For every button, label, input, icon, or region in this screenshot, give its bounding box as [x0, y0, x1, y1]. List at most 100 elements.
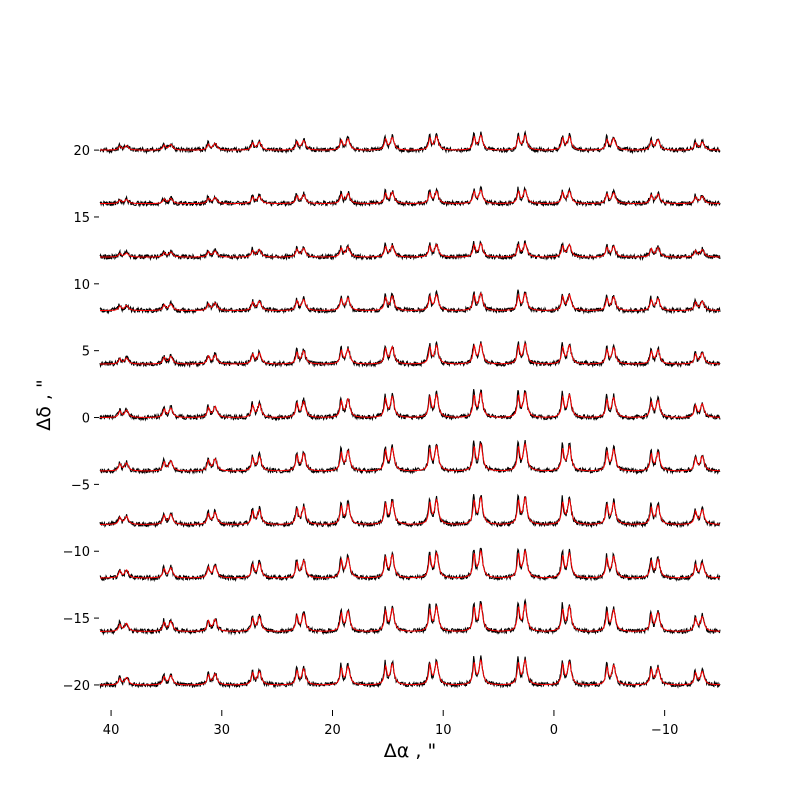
model-spectrum-r4-c13 — [675, 352, 721, 365]
model-spectrum-r7-c1 — [144, 513, 189, 525]
model-spectrum-r3-c9 — [498, 292, 543, 311]
observed-spectrum-r5-c11 — [586, 393, 632, 422]
model-spectrum-r10-c9 — [498, 658, 543, 686]
model-spectrum-r6-c3 — [232, 455, 278, 472]
observed-spectrum-r2-c13 — [675, 246, 721, 260]
model-spectrum-r8-c3 — [232, 562, 278, 579]
model-spectrum-r2-c5 — [321, 246, 366, 258]
model-spectrum-r2-c1 — [144, 251, 189, 258]
model-spectrum-r0-c10 — [542, 135, 588, 151]
model-spectrum-r7-c7 — [409, 498, 455, 525]
observed-spectrum-r10-c5 — [320, 662, 367, 687]
x-tick-label: 40 — [103, 723, 120, 738]
x-axis-label: Δα , " — [384, 740, 436, 762]
model-spectrum-r2-c7 — [409, 243, 455, 258]
model-spectrum-r10-c13 — [675, 670, 721, 686]
observed-spectrum-r4-c2 — [188, 352, 234, 369]
model-spectrum-r1-c8 — [454, 189, 499, 204]
model-spectrum-r1-c6 — [365, 191, 411, 204]
y-tick-label: 10 — [73, 278, 90, 293]
observed-spectrum-r9-c8 — [453, 601, 500, 635]
model-spectrum-r5-c8 — [454, 391, 499, 418]
observed-spectrum-r7-c6 — [365, 498, 411, 527]
model-spectrum-r3-c6 — [365, 295, 411, 311]
observed-spectrum-r4-c12 — [630, 345, 677, 368]
model-spectrum-r4-c1 — [144, 355, 189, 365]
model-spectrum-r9-c0 — [99, 622, 145, 632]
model-spectrum-r1-c13 — [675, 195, 721, 205]
model-spectrum-r10-c12 — [631, 666, 676, 686]
model-spectrum-r9-c10 — [542, 605, 588, 632]
model-spectrum-r4-c3 — [232, 352, 278, 365]
model-spectrum-r0-c4 — [277, 139, 322, 151]
observed-spectrum-r6-c8 — [453, 440, 500, 474]
model-spectrum-r0-c2 — [188, 142, 233, 151]
model-spectrum-r9-c8 — [454, 602, 499, 632]
observed-spectrum-r2-c5 — [321, 243, 367, 261]
model-spectrum-r9-c2 — [188, 618, 233, 632]
model-spectrum-r2-c11 — [587, 245, 632, 258]
model-spectrum-r2-c4 — [277, 247, 322, 258]
model-spectrum-r10-c6 — [365, 662, 411, 686]
model-spectrum-r5-c13 — [675, 403, 721, 418]
model-spectrum-r4-c6 — [365, 345, 411, 365]
model-spectrum-r1-c9 — [498, 189, 543, 204]
observed-spectrum-r4-c9 — [498, 340, 544, 368]
model-spectrum-r2-c2 — [188, 250, 233, 258]
model-spectrum-r6-c11 — [587, 448, 632, 472]
observed-spectrum-r7-c8 — [453, 494, 500, 528]
observed-spectrum-r1-c1 — [143, 195, 190, 207]
model-spectrum-r2-c13 — [675, 249, 720, 258]
observed-spectrum-r1-c3 — [232, 193, 278, 207]
model-spectrum-r10-c5 — [321, 665, 366, 686]
model-spectrum-r6-c13 — [675, 455, 721, 472]
model-spectrum-r1-c5 — [321, 192, 366, 204]
model-spectrum-r8-c6 — [365, 553, 411, 579]
model-spectrum-r9-c1 — [144, 620, 189, 632]
model-spectrum-r3-c12 — [631, 297, 676, 311]
model-spectrum-r8-c0 — [100, 569, 145, 579]
model-spectrum-r9-c7 — [409, 605, 455, 632]
observed-spectrum-r1-c12 — [630, 190, 676, 207]
model-spectrum-r9-c12 — [631, 611, 676, 632]
model-spectrum-r4-c4 — [277, 349, 322, 365]
observed-spectrum-r5-c4 — [276, 397, 322, 421]
model-spectrum-r2-c10 — [542, 243, 588, 258]
model-spectrum-r1-c1 — [144, 197, 189, 205]
model-spectrum-r6-c0 — [99, 462, 145, 472]
model-spectrum-r1-c2 — [188, 196, 233, 205]
model-spectrum-r1-c3 — [232, 195, 278, 205]
model-spectrum-r2-c6 — [365, 244, 411, 258]
observed-spectrum-r3-c0 — [99, 303, 145, 315]
model-spectrum-r0-c3 — [232, 141, 278, 151]
observed-spectrum-r4-c0 — [99, 355, 145, 369]
observed-spectrum-r0-c8 — [453, 131, 500, 154]
model-spectrum-r3-c7 — [409, 293, 455, 311]
model-spectrum-r6-c6 — [365, 446, 411, 472]
observed-spectrum-r4-c8 — [454, 341, 500, 368]
model-spectrum-r3-c11 — [587, 295, 632, 311]
model-spectrum-r4-c12 — [631, 348, 676, 365]
model-spectrum-r8-c13 — [675, 562, 721, 579]
model-spectrum-r8-c7 — [409, 551, 455, 579]
model-spectrum-r9-c13 — [675, 615, 721, 632]
model-spectrum-r0-c12 — [631, 138, 676, 151]
model-spectrum-r2-c3 — [232, 248, 278, 258]
observed-spectrum-r6-c9 — [498, 439, 544, 473]
observed-spectrum-r1-c0 — [99, 195, 145, 208]
model-spectrum-r9-c9 — [498, 602, 543, 632]
observed-spectrum-r3-c6 — [365, 292, 411, 314]
model-spectrum-r7-c9 — [498, 495, 543, 525]
model-spectrum-r7-c4 — [277, 505, 322, 525]
model-spectrum-r0-c0 — [100, 145, 145, 151]
model-spectrum-r1-c0 — [100, 198, 145, 205]
observed-spectrum-r5-c10 — [542, 390, 588, 421]
model-spectrum-r1-c4 — [277, 194, 322, 204]
model-spectrum-r4-c5 — [321, 347, 366, 365]
x-tick-label: 30 — [214, 723, 231, 738]
model-spectrum-r7-c10 — [542, 498, 588, 525]
model-spectrum-r7-c11 — [587, 501, 632, 525]
model-spectrum-r1-c10 — [542, 190, 588, 204]
observed-spectrum-r6-c12 — [630, 448, 677, 475]
